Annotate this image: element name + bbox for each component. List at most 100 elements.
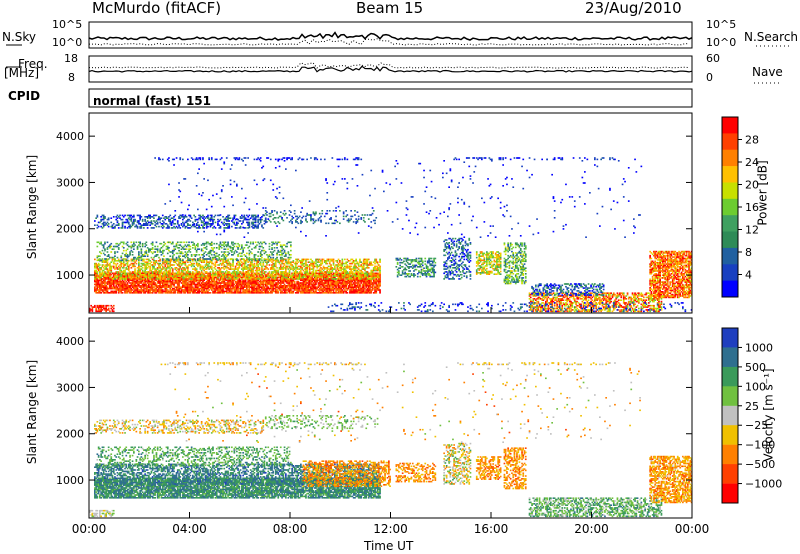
- power-cell: [127, 261, 129, 263]
- power-cell: [152, 288, 154, 290]
- power-cell: [355, 266, 357, 268]
- power-cell: [179, 278, 181, 280]
- power-cell: [190, 271, 192, 273]
- power-cell: [115, 292, 117, 294]
- power-cell: [367, 260, 369, 262]
- power-cell: [257, 282, 259, 284]
- power-cell: [348, 288, 350, 290]
- power-cell: [283, 273, 285, 275]
- power-cell: [102, 266, 104, 268]
- power-cell: [156, 278, 158, 280]
- power-cell: [329, 270, 331, 272]
- power-cell: [378, 264, 380, 266]
- power-cell: [339, 277, 341, 279]
- power-cell: [357, 261, 359, 263]
- power-cell: [196, 274, 198, 276]
- power-cell: [236, 278, 238, 280]
- power-cell: [359, 284, 361, 286]
- power-cell: [379, 266, 381, 268]
- power-cell: [271, 261, 273, 263]
- power-cell: [143, 254, 145, 256]
- power-cell: [134, 244, 136, 246]
- power-cell: [202, 266, 204, 268]
- power-cell: [354, 274, 356, 276]
- power-cell: [374, 263, 376, 265]
- power-cell: [159, 277, 161, 279]
- power-cell: [122, 292, 124, 294]
- power-cell: [227, 259, 229, 261]
- power-cell: [241, 261, 243, 263]
- power-cell: [309, 285, 311, 287]
- power-cell: [132, 244, 134, 246]
- power-cell: [201, 278, 203, 280]
- power-cell: [319, 266, 321, 268]
- power-cell: [300, 266, 302, 268]
- power-cell: [290, 278, 292, 280]
- power-cell: [152, 273, 154, 275]
- power-cell: [373, 273, 375, 275]
- power-cell: [109, 244, 111, 246]
- power-cell: [159, 259, 161, 261]
- power-cell: [99, 255, 101, 257]
- power-cell: [329, 286, 331, 288]
- power-cell: [285, 274, 287, 276]
- power-cell: [251, 263, 253, 265]
- power-cell: [352, 275, 354, 277]
- power-cell: [193, 274, 195, 276]
- power-cell: [164, 277, 166, 279]
- power-cell: [323, 270, 325, 272]
- power-cell: [112, 260, 114, 262]
- power-cell: [283, 282, 285, 284]
- power-cell: [358, 268, 360, 270]
- power-cell: [367, 274, 369, 276]
- power-cell: [118, 274, 120, 276]
- power-cell: [223, 292, 225, 294]
- power-cell: [138, 251, 140, 253]
- power-cell: [164, 264, 166, 266]
- power-cell: [187, 266, 189, 268]
- power-cell: [152, 278, 154, 280]
- power-cell: [178, 282, 180, 284]
- power-cell: [183, 274, 185, 276]
- power-cell: [257, 274, 259, 276]
- power-cell: [373, 278, 375, 280]
- power-cell: [95, 270, 97, 272]
- power-cell: [333, 264, 335, 266]
- power-cell: [143, 259, 145, 261]
- power-cell: [211, 267, 213, 269]
- power-cell: [142, 246, 144, 248]
- power-cell: [97, 278, 99, 280]
- power-cell: [262, 264, 264, 266]
- power-cell: [215, 266, 217, 268]
- power-cell: [337, 260, 339, 262]
- power-cell: [370, 280, 372, 282]
- power-cell: [358, 264, 360, 266]
- power-cell: [330, 266, 332, 268]
- power-cell: [142, 267, 144, 269]
- power-cell: [105, 275, 107, 277]
- power-cell: [254, 267, 256, 269]
- power-cell: [379, 260, 381, 262]
- power-cell: [136, 242, 138, 244]
- power-cell: [108, 271, 110, 273]
- power-cell: [276, 289, 278, 291]
- power-cell: [240, 291, 242, 293]
- power-cell: [136, 260, 138, 262]
- power-cell: [249, 285, 251, 287]
- power-cell: [269, 289, 271, 291]
- power-cell: [370, 292, 372, 294]
- power-cell: [226, 274, 228, 276]
- power-cell: [343, 278, 345, 280]
- power-cell: [141, 292, 143, 294]
- power-cell: [154, 282, 156, 284]
- power-cell: [156, 260, 158, 262]
- power-cell: [272, 282, 274, 284]
- power-cell: [215, 275, 217, 277]
- power-cell: [265, 271, 267, 273]
- power-cell: [132, 277, 134, 279]
- power-cell: [267, 274, 269, 276]
- power-cell: [97, 271, 99, 273]
- power-cell: [203, 274, 205, 276]
- power-cell: [193, 282, 195, 284]
- power-cell: [134, 268, 136, 270]
